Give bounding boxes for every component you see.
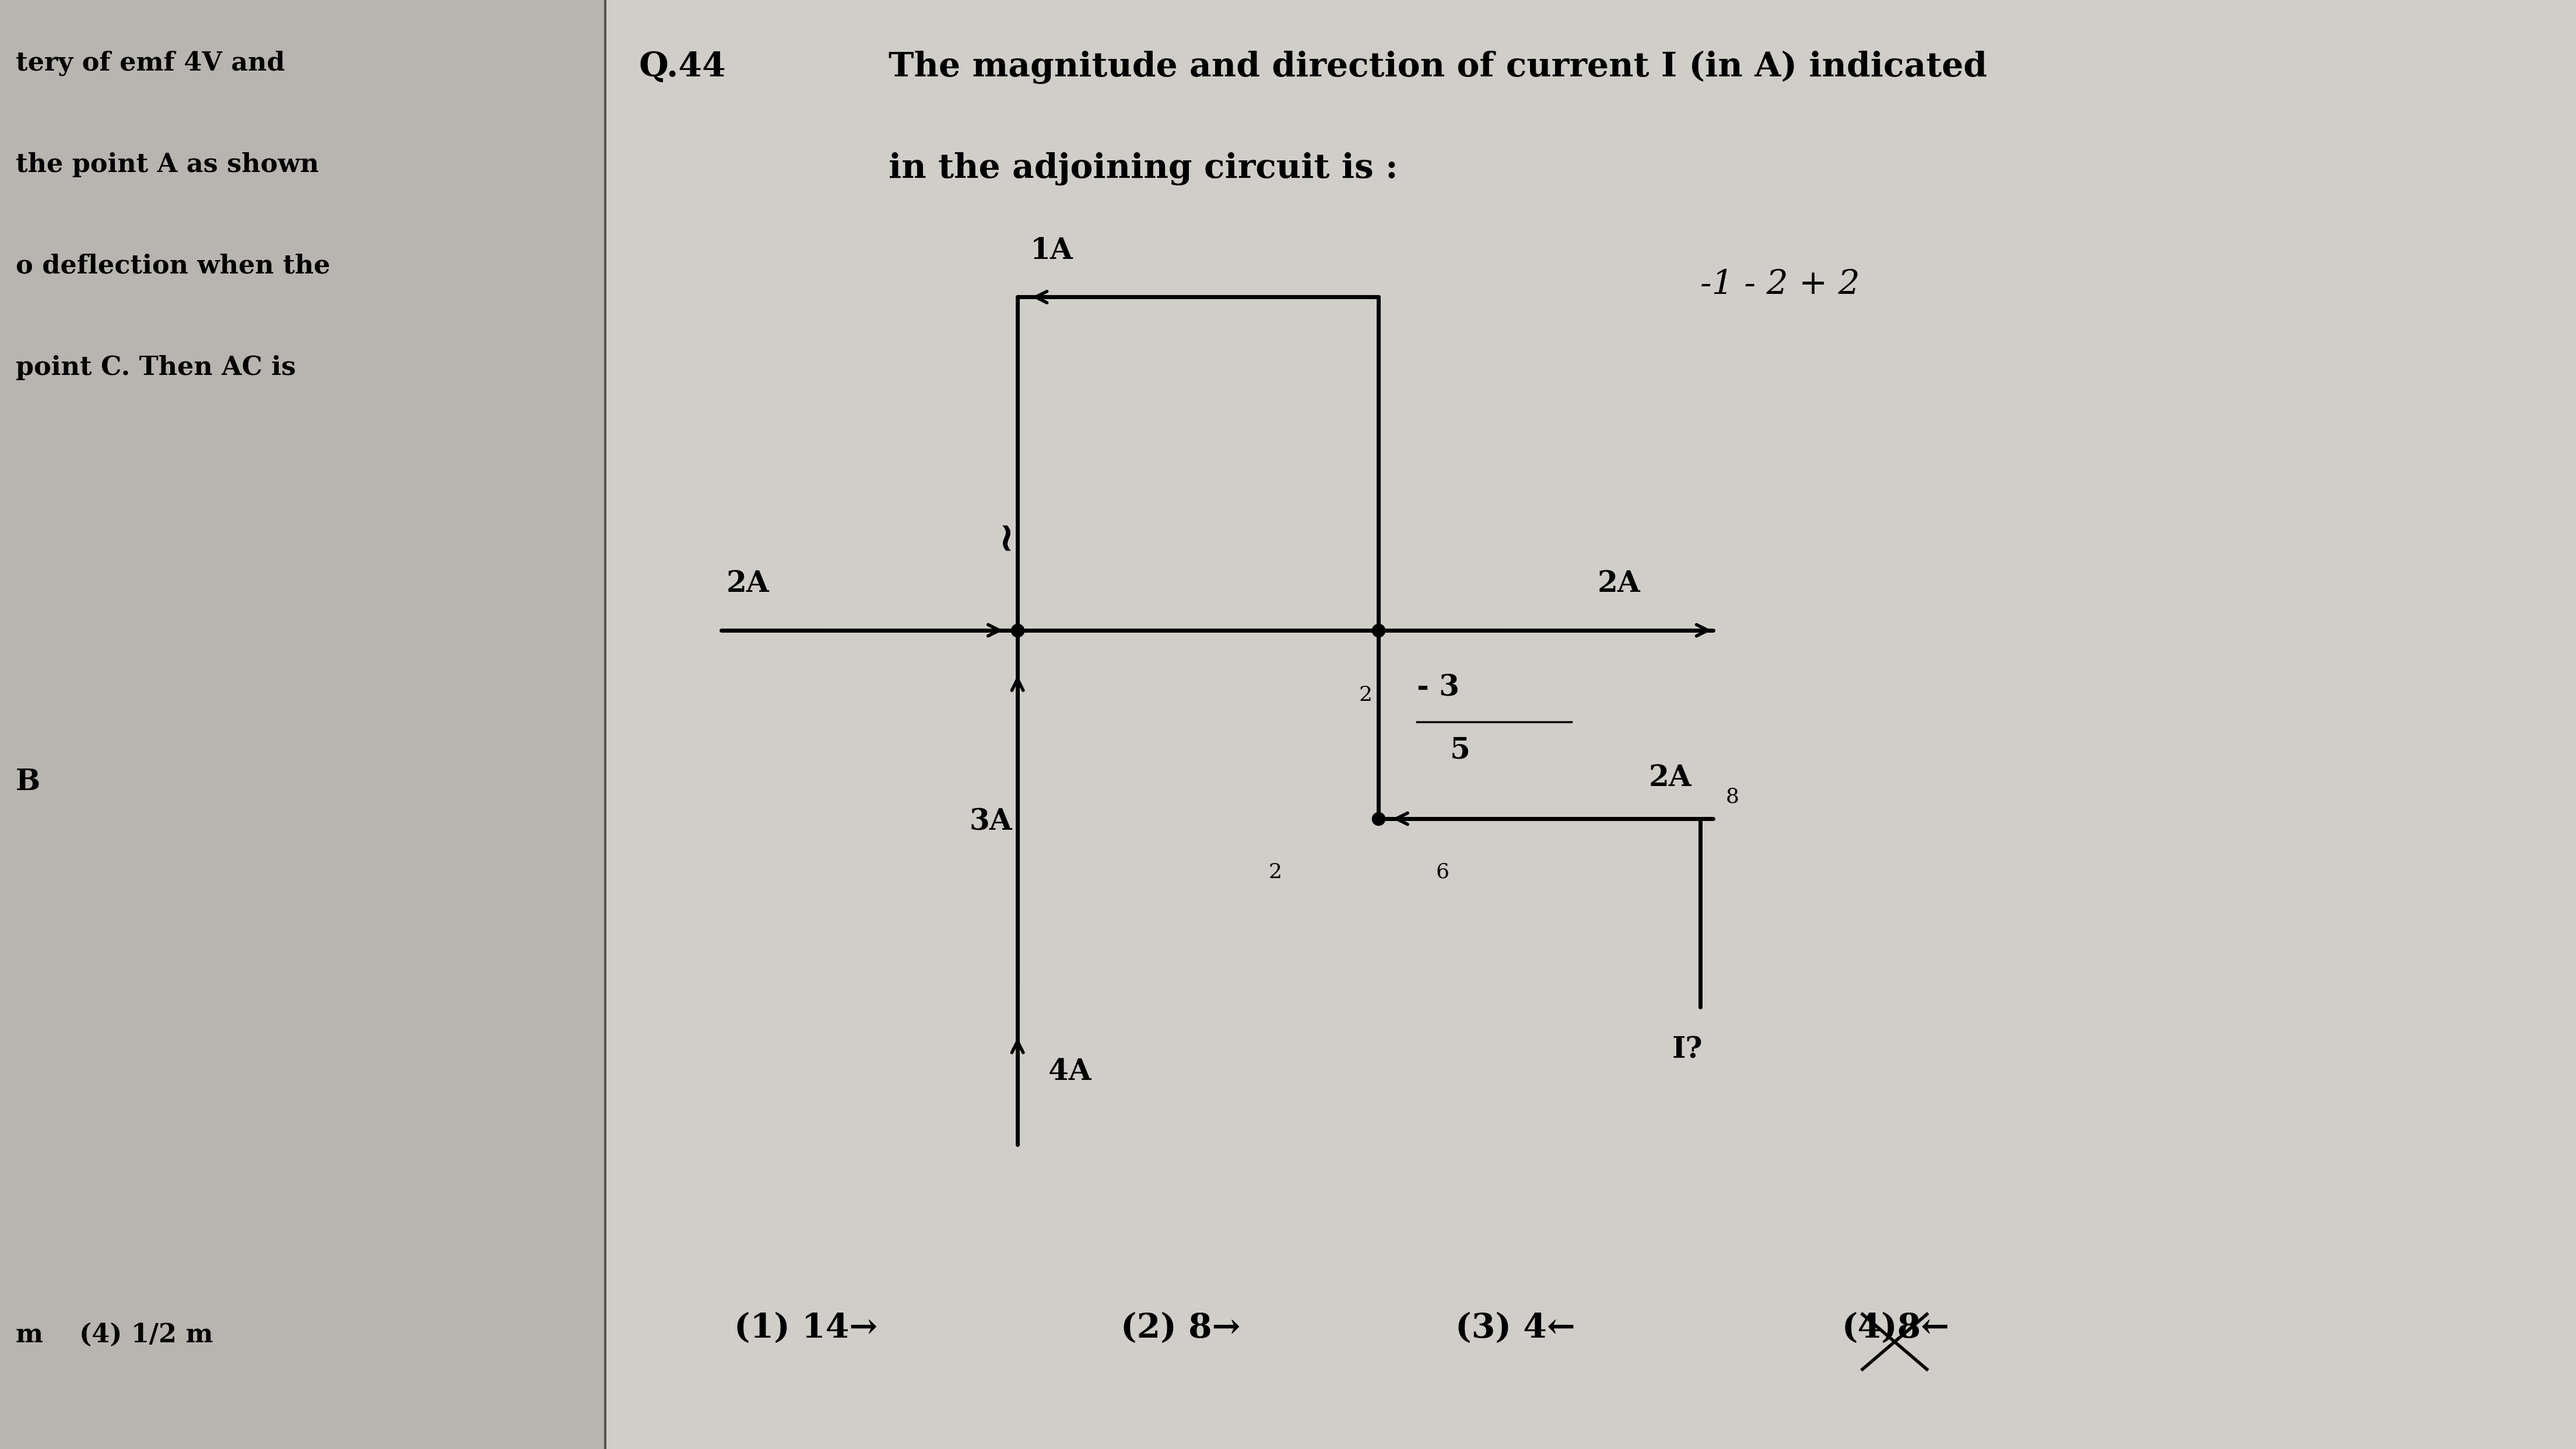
Text: I?: I? <box>1672 1036 1703 1065</box>
Text: 5: 5 <box>1450 736 1471 765</box>
Text: (3) 4←: (3) 4← <box>1455 1311 1577 1345</box>
Text: m    (4) 1/2 m: m (4) 1/2 m <box>15 1323 214 1348</box>
Text: 4A: 4A <box>1048 1058 1092 1087</box>
Text: 3A: 3A <box>969 809 1012 836</box>
Text: 1A: 1A <box>1030 236 1074 265</box>
Text: 8: 8 <box>1726 787 1739 807</box>
Text: B: B <box>15 768 41 797</box>
Text: 2: 2 <box>1267 862 1283 882</box>
Text: (1) 14→: (1) 14→ <box>734 1311 878 1345</box>
Text: (4)8←: (4)8← <box>1842 1311 1950 1345</box>
Text: 2A: 2A <box>726 569 770 598</box>
Text: 6: 6 <box>1435 862 1450 882</box>
Text: 2: 2 <box>1358 685 1373 706</box>
Text: The magnitude and direction of current I (in A) indicated: The magnitude and direction of current I… <box>889 51 1986 84</box>
Bar <box>0 0 605 1449</box>
Text: -1 - 2 + 2: -1 - 2 + 2 <box>1700 268 1860 301</box>
Text: Q.44: Q.44 <box>639 51 726 84</box>
Text: - 3: - 3 <box>1417 674 1461 703</box>
Text: 2A: 2A <box>1649 764 1692 793</box>
Text: ~: ~ <box>984 517 1025 551</box>
Text: the point A as shown: the point A as shown <box>15 152 319 177</box>
Text: 2A: 2A <box>1597 569 1641 598</box>
Text: (2) 8→: (2) 8→ <box>1121 1311 1242 1345</box>
Text: o deflection when the: o deflection when the <box>15 254 330 278</box>
Text: tery of emf 4V and: tery of emf 4V and <box>15 51 283 77</box>
Text: in the adjoining circuit is :: in the adjoining circuit is : <box>889 152 1399 185</box>
Text: point C. Then AC is: point C. Then AC is <box>15 355 296 380</box>
